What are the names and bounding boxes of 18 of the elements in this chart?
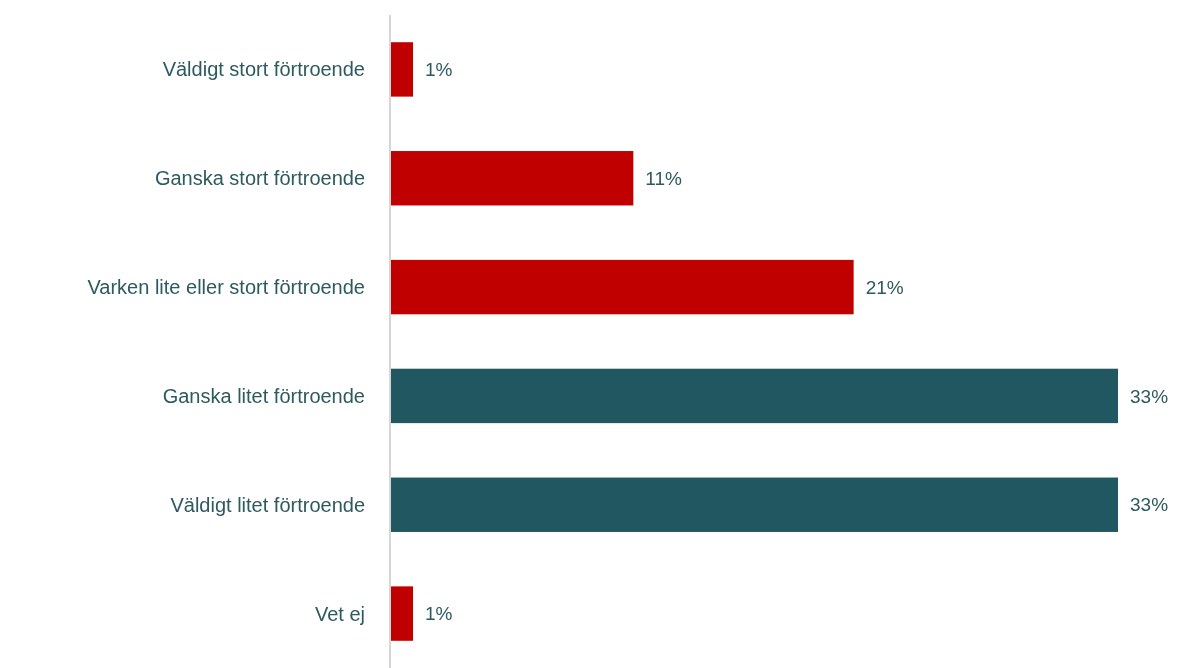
y-tick-label: Väldigt stort förtroende: [162, 58, 365, 81]
bar: [391, 586, 414, 641]
y-tick-label: Väldigt litet förtroende: [170, 493, 365, 516]
data-label: 21%: [865, 276, 904, 298]
data-label: 1%: [425, 603, 453, 625]
data-label: 33%: [1130, 385, 1169, 407]
bar: [391, 259, 854, 315]
bar: [391, 368, 1118, 424]
y-tick-label: Ganska litet förtroende: [162, 384, 365, 407]
bar: [391, 42, 414, 97]
data-label: 11%: [645, 167, 683, 189]
data-label: 1%: [425, 59, 453, 81]
bar: [391, 151, 634, 206]
y-tick-label: Varken lite eller stort förtroende: [87, 276, 365, 299]
y-tick-label: Ganska stort förtroende: [154, 167, 365, 190]
data-label: 33%: [1130, 494, 1169, 516]
y-tick-label: Vet ej: [314, 602, 365, 625]
bar: [391, 477, 1118, 532]
